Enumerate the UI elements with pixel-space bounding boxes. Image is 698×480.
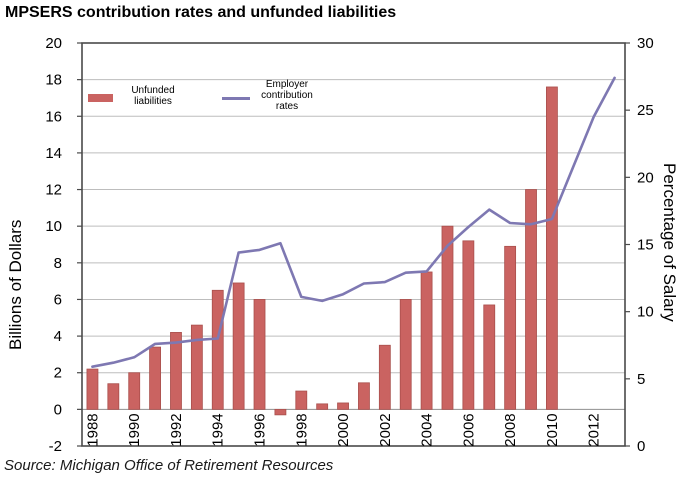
legend-label-unfunded-liabilities: Unfunded liabilities — [112, 85, 194, 107]
legend-label-employer-contribution-rates: Employer contribution rates — [248, 79, 326, 112]
legend-text-line: liabilities — [134, 96, 172, 107]
legend-text-line: Employer — [265, 79, 309, 90]
left-axis-tick-label: 14 — [45, 145, 62, 162]
left-axis-tick-label: -2 — [49, 438, 62, 455]
legend-text-line: Unfunded — [131, 85, 175, 96]
chart-title: MPSERS contribution rates and unfunded l… — [5, 4, 397, 21]
right-axis-tick-label: 20 — [637, 169, 654, 186]
x-axis-tick-label: 2006 — [460, 413, 477, 446]
bar-1998 — [295, 390, 308, 410]
left-axis-tick-label: 0 — [54, 401, 62, 418]
bar-2008 — [504, 245, 517, 410]
bar-2009 — [525, 189, 537, 410]
bar-2005 — [441, 225, 454, 410]
right-axis-tick-label: 30 — [637, 35, 654, 52]
left-axis-tick-label: 6 — [54, 291, 62, 308]
legend-swatch-employer-contribution-rates — [222, 97, 250, 100]
x-axis-tick-label: 1992 — [168, 413, 185, 446]
x-axis-tick-label: 1998 — [293, 413, 310, 446]
x-axis-tick-label: 1994 — [210, 413, 227, 446]
bar-1995 — [232, 282, 245, 410]
x-axis-tick-label: 2004 — [419, 413, 436, 446]
bar-1996 — [253, 299, 266, 410]
bar-1993 — [190, 324, 203, 410]
left-axis-tick-label: 12 — [45, 182, 62, 199]
right-axis-tick-label: 25 — [637, 102, 654, 119]
x-axis-tick-label: 1996 — [252, 413, 269, 446]
legend-text-line: contribution — [261, 90, 313, 101]
legend-text-line: rates — [275, 101, 299, 112]
bar-2000 — [337, 402, 349, 410]
bar-2004 — [420, 271, 433, 410]
right-axis-tick-label: 0 — [637, 438, 645, 455]
left-axis-tick-label: 18 — [45, 72, 62, 89]
bar-1991 — [149, 346, 161, 410]
x-axis-tick-label: 2002 — [377, 413, 394, 446]
legend-swatch-unfunded-liabilities — [88, 94, 113, 102]
bar-1990 — [128, 372, 141, 410]
bar-1997 — [274, 408, 287, 416]
left-axis-title: Billions of Dollars — [6, 219, 25, 350]
bar-2001 — [358, 382, 370, 410]
left-axis-tick-label: 20 — [45, 35, 62, 52]
right-axis-tick-label: 5 — [637, 371, 645, 388]
bar-2006 — [462, 240, 475, 410]
source-note: Source: Michigan Office of Retirement Re… — [4, 457, 334, 474]
left-axis-tick-label: 10 — [45, 218, 62, 235]
bar-1989 — [107, 383, 120, 410]
bar-1988 — [86, 368, 99, 410]
left-axis-tick-label: 16 — [45, 108, 62, 125]
x-axis-tick-label: 2010 — [544, 413, 561, 446]
right-axis-tick-label: 15 — [637, 237, 654, 254]
bar-1994 — [211, 289, 224, 410]
bar-1999 — [316, 403, 329, 410]
bar-2007 — [483, 304, 496, 410]
x-axis-tick-label: 1988 — [84, 413, 101, 446]
x-axis-tick-label: 2008 — [502, 413, 519, 446]
x-axis-tick-label: 2000 — [335, 413, 352, 446]
right-axis-title: Percentage of Salary — [660, 163, 679, 322]
right-axis-tick-label: 10 — [637, 304, 654, 321]
left-axis-tick-label: 4 — [54, 328, 62, 345]
bar-2010 — [546, 86, 558, 410]
x-axis-tick-label: 1990 — [126, 413, 143, 446]
bar-2002 — [378, 344, 391, 410]
x-axis-tick-label: 2012 — [586, 413, 603, 446]
bar-1992 — [170, 332, 182, 410]
left-axis-tick-label: 2 — [54, 365, 62, 382]
bar-2003 — [399, 299, 412, 410]
left-axis-tick-label: 8 — [54, 255, 62, 272]
employer-contribution-rates-line — [91, 76, 616, 369]
